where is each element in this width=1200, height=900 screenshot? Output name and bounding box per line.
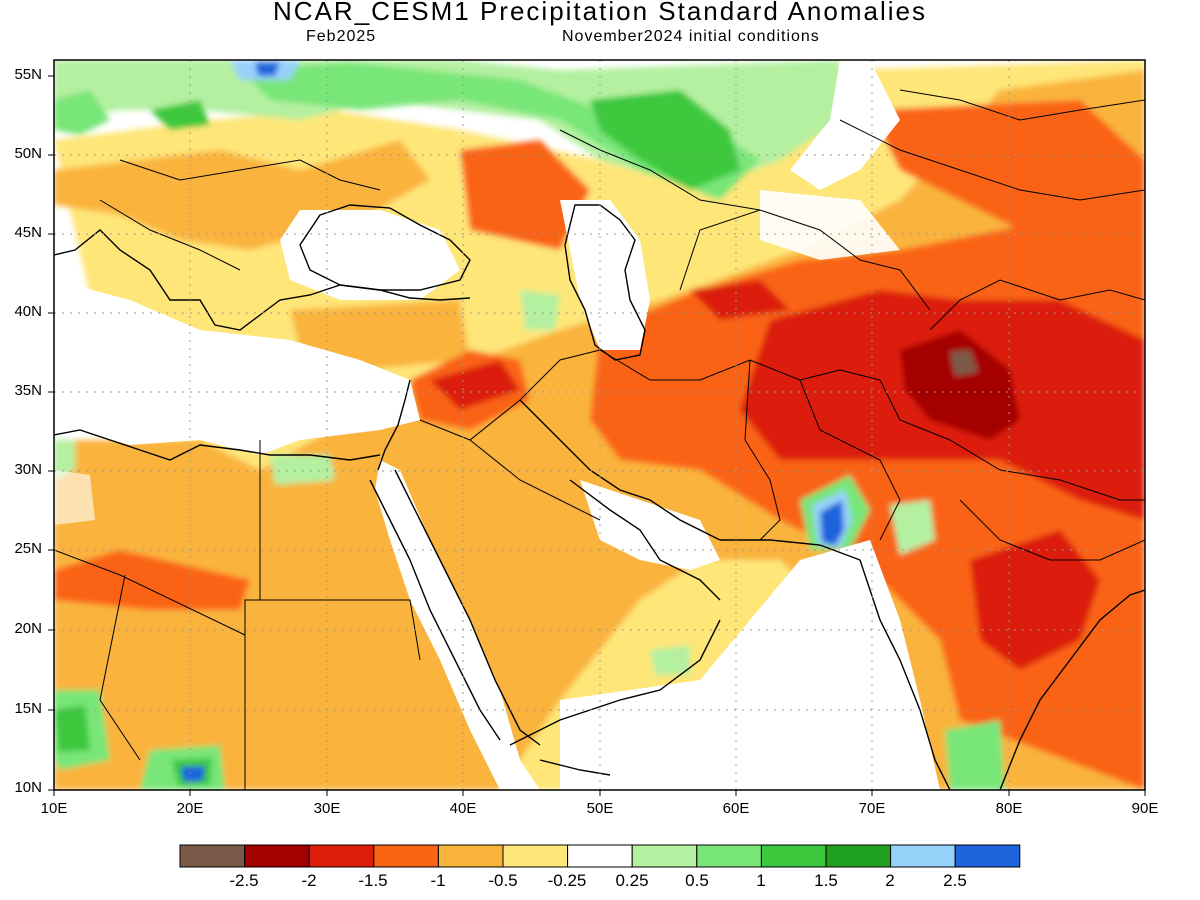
lon-label-80e: 80E bbox=[995, 800, 1023, 817]
colorbar-swatch bbox=[696, 844, 762, 868]
lon-label-60e: 60E bbox=[722, 800, 750, 817]
colorbar-swatch bbox=[631, 844, 698, 868]
colorbar-label: -1 bbox=[430, 871, 446, 890]
colorbar bbox=[179, 844, 1021, 868]
axis-ticks bbox=[48, 75, 1146, 796]
colorbar-label: -2 bbox=[301, 871, 317, 890]
colorbar-label: -0.25 bbox=[547, 871, 587, 890]
lat-label-15n: 15N bbox=[14, 700, 42, 717]
colorbar-label: 0.5 bbox=[685, 871, 709, 890]
lat-label-55n: 55N bbox=[14, 66, 42, 83]
lat-label-45n: 45N bbox=[14, 224, 42, 241]
lon-label-50e: 50E bbox=[586, 800, 614, 817]
lat-label-35n: 35N bbox=[14, 382, 42, 399]
colorbar-label: -0.5 bbox=[488, 871, 518, 890]
lat-label-30n: 30N bbox=[14, 461, 42, 478]
colorbar-swatch bbox=[954, 844, 1021, 868]
colorbar-swatch bbox=[244, 844, 310, 868]
gridlines bbox=[54, 60, 1145, 790]
forecast-month: Feb2025 bbox=[306, 28, 377, 45]
lon-label-20e: 20E bbox=[176, 800, 204, 817]
colorbar-label: -1.5 bbox=[358, 871, 388, 890]
lon-label-70e: 70E bbox=[858, 800, 886, 817]
map-title: NCAR_CESM1 Precipitation Standard Anomal… bbox=[273, 0, 927, 26]
colorbar-label: -2.5 bbox=[229, 871, 259, 890]
masked-areas bbox=[54, 60, 940, 790]
colorbar-swatch bbox=[502, 844, 569, 868]
colorbar-label: 1 bbox=[756, 871, 766, 890]
colorbar-swatch bbox=[308, 844, 375, 868]
lon-label-90e: 90E bbox=[1131, 800, 1159, 817]
colorbar-label: 2 bbox=[885, 871, 895, 890]
colorbar-label: 2.5 bbox=[943, 871, 967, 890]
colorbar-label: 0.25 bbox=[615, 871, 649, 890]
initial-conditions: November2024 initial conditions bbox=[562, 28, 820, 45]
lon-label-40e: 40E bbox=[449, 800, 477, 817]
colorbar-swatch bbox=[890, 844, 956, 868]
colorbar-swatch bbox=[437, 844, 504, 868]
lon-label-10e: 10E bbox=[40, 800, 68, 817]
lat-label-50n: 50N bbox=[14, 145, 42, 162]
colorbar-swatch bbox=[179, 844, 246, 868]
lat-label-25n: 25N bbox=[14, 540, 42, 557]
colorbar-swatch bbox=[567, 844, 633, 868]
coastlines bbox=[54, 204, 1145, 790]
colorbar-swatch bbox=[373, 844, 439, 868]
colorbar-swatch bbox=[825, 844, 892, 868]
anomaly-field bbox=[54, 60, 1145, 790]
colorbar-swatch bbox=[760, 844, 827, 868]
colorbar-label: 1.5 bbox=[814, 871, 838, 890]
lat-label-20n: 20N bbox=[14, 620, 42, 637]
lat-label-40n: 40N bbox=[14, 303, 42, 320]
lat-label-10n: 10N bbox=[14, 779, 42, 796]
borders bbox=[54, 89, 1145, 790]
lon-label-30e: 30E bbox=[313, 800, 341, 817]
